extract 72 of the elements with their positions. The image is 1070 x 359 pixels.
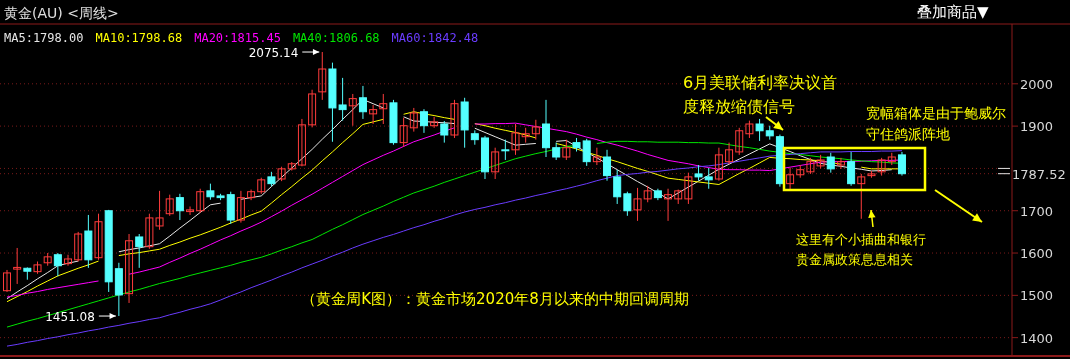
y-tick-label: 1700 bbox=[1020, 203, 1054, 219]
candlestick bbox=[196, 188, 205, 214]
annotation: 6月美联储利率决议首度释放缩债信号 bbox=[683, 73, 838, 116]
text: MA40:1806.68 bbox=[292, 31, 380, 45]
y-tick-label: 1787.52 bbox=[1012, 166, 1066, 182]
candlestick bbox=[74, 231, 83, 262]
candlestick bbox=[440, 120, 449, 144]
candlestick bbox=[501, 139, 510, 161]
y-tick-label: 1500 bbox=[1020, 288, 1054, 304]
candlestick bbox=[399, 117, 408, 148]
candlestick bbox=[582, 138, 591, 167]
candlestick bbox=[684, 172, 693, 205]
chart-title: 黄金(AU) <周线> bbox=[4, 5, 119, 21]
candlestick bbox=[704, 167, 713, 190]
text: MA5:1798.00 bbox=[4, 31, 84, 45]
candlestick bbox=[318, 51, 327, 101]
candlestick bbox=[714, 147, 723, 182]
annotation: 宽幅箱体是由于鲍威尔守住鸽派阵地 bbox=[866, 105, 1006, 142]
candlestick bbox=[613, 169, 622, 205]
candlestick bbox=[369, 104, 378, 125]
candlestick bbox=[430, 116, 439, 129]
candlestick bbox=[664, 188, 673, 222]
candlestick bbox=[491, 147, 500, 180]
annotation: 这里有个小插曲和银行贵金属政策息息相关 bbox=[796, 232, 926, 267]
text: 叠加商品▼ bbox=[917, 3, 989, 21]
text: MA20:1815.45 bbox=[194, 31, 281, 45]
candlestick bbox=[297, 118, 306, 167]
candlestick bbox=[847, 151, 856, 187]
candlestick bbox=[735, 127, 744, 156]
candlestick bbox=[725, 142, 734, 165]
candlestick bbox=[53, 252, 62, 277]
text: MA10:1798.68 bbox=[95, 31, 183, 45]
candlestick bbox=[897, 151, 906, 177]
candlestick bbox=[94, 213, 103, 261]
candlestick bbox=[786, 167, 795, 191]
candlestick bbox=[592, 147, 601, 166]
candlestick bbox=[755, 118, 764, 142]
y-tick-label: 2000 bbox=[1020, 76, 1054, 92]
candlestick bbox=[531, 119, 540, 141]
text: MA60:1842.48 bbox=[391, 31, 479, 45]
candlestick bbox=[358, 85, 367, 120]
candlestick bbox=[542, 99, 551, 158]
candlestick bbox=[165, 194, 174, 217]
candlestick bbox=[419, 108, 428, 134]
candlestick bbox=[247, 189, 256, 201]
candlestick bbox=[379, 93, 388, 125]
candlestick bbox=[64, 254, 73, 267]
candlestick bbox=[3, 269, 11, 293]
y-tick-label: 1900 bbox=[1020, 119, 1054, 135]
candlestick bbox=[125, 233, 134, 304]
candlestick bbox=[633, 187, 642, 222]
y-tick-label: 1600 bbox=[1020, 246, 1054, 262]
candlestick bbox=[308, 89, 317, 128]
candlestick bbox=[450, 99, 459, 139]
candlestick bbox=[836, 157, 845, 170]
annotation: （黄金周K图）：黄金市场2020年8月以来的中期回调周期 bbox=[301, 290, 689, 308]
candlestick bbox=[623, 191, 632, 217]
candlestick bbox=[236, 190, 245, 224]
candlestick bbox=[135, 233, 144, 269]
annotation: 2075.14 bbox=[248, 46, 299, 61]
candlestick bbox=[409, 107, 418, 133]
candlestick bbox=[857, 173, 866, 220]
y-tick-label: 1400 bbox=[1020, 330, 1054, 346]
candlestick bbox=[175, 193, 184, 221]
candlestick bbox=[186, 206, 195, 216]
candlestick bbox=[603, 149, 612, 182]
candlestick bbox=[13, 247, 22, 285]
candlestick bbox=[562, 139, 571, 161]
candlestick bbox=[826, 152, 835, 174]
candlestick bbox=[511, 123, 520, 156]
annotation: 1451.08 bbox=[45, 310, 95, 325]
candlestick bbox=[348, 93, 357, 127]
